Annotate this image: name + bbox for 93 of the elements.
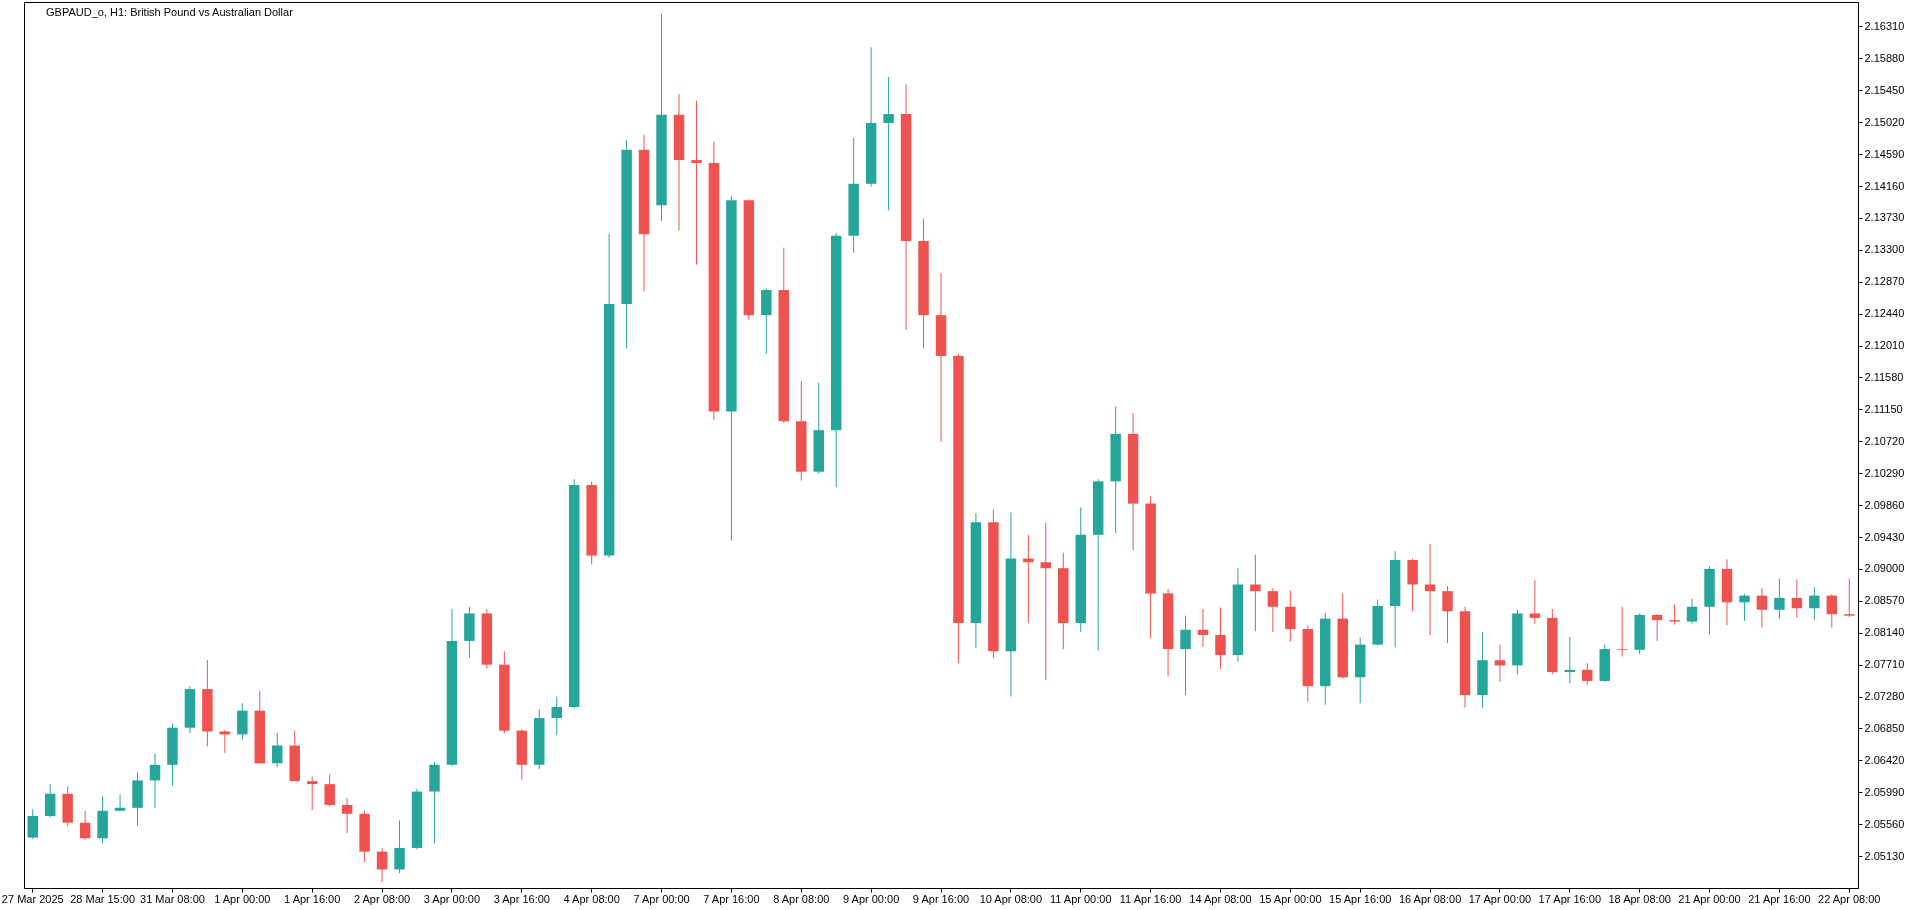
y-tick-label: 2.16310 bbox=[1864, 19, 1905, 32]
candlestick bbox=[237, 702, 248, 741]
x-tick-label: 1 Apr 00:00 bbox=[214, 892, 271, 905]
y-tick-label: 2.05990 bbox=[1864, 785, 1905, 798]
y-tick-label: 2.15880 bbox=[1864, 51, 1905, 64]
y-tick-label: 2.07280 bbox=[1864, 690, 1905, 703]
candlestick bbox=[551, 696, 562, 736]
y-tick-label: 2.14590 bbox=[1864, 147, 1905, 160]
candlestick bbox=[1844, 578, 1855, 618]
candlestick bbox=[1197, 608, 1209, 648]
y-tick-label: 2.05130 bbox=[1864, 849, 1905, 862]
x-tick-label: 8 Apr 08:00 bbox=[773, 892, 830, 905]
y-tick-label: 2.05560 bbox=[1864, 817, 1905, 830]
candlestick bbox=[1774, 578, 1785, 620]
x-tick-label: 9 Apr 16:00 bbox=[912, 892, 970, 905]
x-tick-label: 18 Apr 08:00 bbox=[1608, 892, 1671, 905]
candlestick bbox=[1285, 589, 1296, 643]
x-tick-label: 10 Apr 08:00 bbox=[979, 892, 1043, 905]
x-tick-label: 7 Apr 00:00 bbox=[633, 892, 690, 905]
y-tick-label: 2.06420 bbox=[1864, 753, 1905, 766]
candlestick bbox=[1250, 554, 1261, 632]
candlestick bbox=[1180, 615, 1191, 696]
candlestick bbox=[1582, 662, 1593, 686]
y-tick-label: 2.08570 bbox=[1864, 594, 1905, 607]
y-tick-label: 2.14160 bbox=[1864, 179, 1905, 192]
y-tick-label: 2.15450 bbox=[1864, 83, 1905, 96]
candlestick bbox=[324, 773, 335, 807]
y-tick-label: 2.11150 bbox=[1864, 402, 1903, 415]
candlestick bbox=[1040, 522, 1052, 681]
x-tick-label: 2 Apr 08:00 bbox=[353, 892, 411, 905]
y-tick-label: 2.09000 bbox=[1864, 562, 1905, 575]
x-tick-label: 7 Apr 16:00 bbox=[703, 892, 760, 905]
y-tick-label: 2.06850 bbox=[1864, 721, 1905, 734]
candlestick bbox=[1826, 593, 1838, 629]
candlestick bbox=[149, 753, 161, 809]
candlestick bbox=[219, 729, 231, 754]
y-tick-label: 2.08140 bbox=[1864, 626, 1905, 639]
candlestick bbox=[394, 819, 405, 874]
y-tick-label: 2.15020 bbox=[1864, 115, 1905, 128]
candlestick bbox=[1809, 586, 1820, 621]
x-tick-label: 1 Apr 16:00 bbox=[284, 892, 341, 905]
x-tick-label: 17 Apr 16:00 bbox=[1538, 892, 1601, 905]
y-tick-label: 2.13300 bbox=[1864, 243, 1905, 256]
candlestick bbox=[1686, 598, 1698, 625]
candlestick bbox=[79, 810, 91, 841]
candlestick bbox=[376, 847, 388, 883]
x-tick-label: 3 Apr 16:00 bbox=[493, 892, 550, 905]
y-tick-label: 2.12010 bbox=[1864, 339, 1905, 352]
candlestick bbox=[1215, 607, 1226, 670]
candlestick bbox=[1267, 587, 1279, 633]
candlestick bbox=[1616, 606, 1628, 657]
candlestick bbox=[1739, 593, 1750, 622]
x-tick-label: 4 Apr 08:00 bbox=[563, 892, 620, 905]
candlestick bbox=[1669, 604, 1680, 626]
x-tick-label: 15 Apr 00:00 bbox=[1259, 892, 1322, 905]
candlestick bbox=[341, 797, 353, 834]
candlestick bbox=[883, 76, 894, 212]
x-tick-label: 16 Apr 08:00 bbox=[1398, 892, 1462, 905]
x-tick-label: 27 Mar 2025 bbox=[1, 892, 64, 905]
candlestick bbox=[1442, 585, 1453, 644]
y-tick-label: 2.07710 bbox=[1864, 658, 1905, 671]
candlestick bbox=[1791, 578, 1803, 619]
candlestick bbox=[114, 794, 126, 813]
y-tick-label: 2.10720 bbox=[1864, 434, 1905, 447]
x-tick-label: 22 Apr 08:00 bbox=[1818, 892, 1881, 905]
y-tick-label: 2.09430 bbox=[1864, 530, 1905, 543]
y-tick-label: 2.12870 bbox=[1864, 275, 1905, 288]
x-tick-label: 28 Mar 15:00 bbox=[70, 892, 136, 905]
candlestick bbox=[1651, 613, 1663, 642]
y-tick-label: 2.10290 bbox=[1864, 466, 1905, 479]
x-tick-label: 17 Apr 00:00 bbox=[1468, 892, 1532, 905]
x-tick-label: 31 Mar 08:00 bbox=[140, 892, 205, 905]
candlestick bbox=[44, 783, 56, 819]
x-tick-label: 11 Apr 16:00 bbox=[1119, 892, 1182, 905]
candlestick bbox=[691, 100, 702, 266]
candlestick bbox=[1529, 579, 1541, 625]
x-tick-label: 14 Apr 08:00 bbox=[1189, 892, 1252, 905]
y-tick-label: 2.12440 bbox=[1864, 307, 1905, 320]
x-tick-label: 21 Apr 00:00 bbox=[1678, 892, 1741, 905]
y-tick-label: 2.09860 bbox=[1864, 498, 1905, 511]
x-tick-label: 15 Apr 16:00 bbox=[1329, 892, 1392, 905]
y-tick-label: 2.11580 bbox=[1864, 370, 1904, 383]
x-tick-label: 11 Apr 00:00 bbox=[1049, 892, 1112, 905]
candlestick bbox=[1494, 644, 1506, 683]
candlestick bbox=[1756, 587, 1768, 629]
candlestick bbox=[272, 732, 283, 768]
chart-title: GBPAUD_o, H1: British Pound vs Australian Dollar bbox=[46, 6, 294, 18]
candlestick bbox=[27, 808, 38, 840]
x-tick-label: 21 Apr 16:00 bbox=[1748, 892, 1811, 905]
candlestick bbox=[306, 776, 318, 811]
x-tick-label: 3 Apr 00:00 bbox=[423, 892, 481, 905]
x-tick-label: 9 Apr 00:00 bbox=[842, 892, 900, 905]
y-tick-label: 2.13730 bbox=[1864, 211, 1905, 224]
